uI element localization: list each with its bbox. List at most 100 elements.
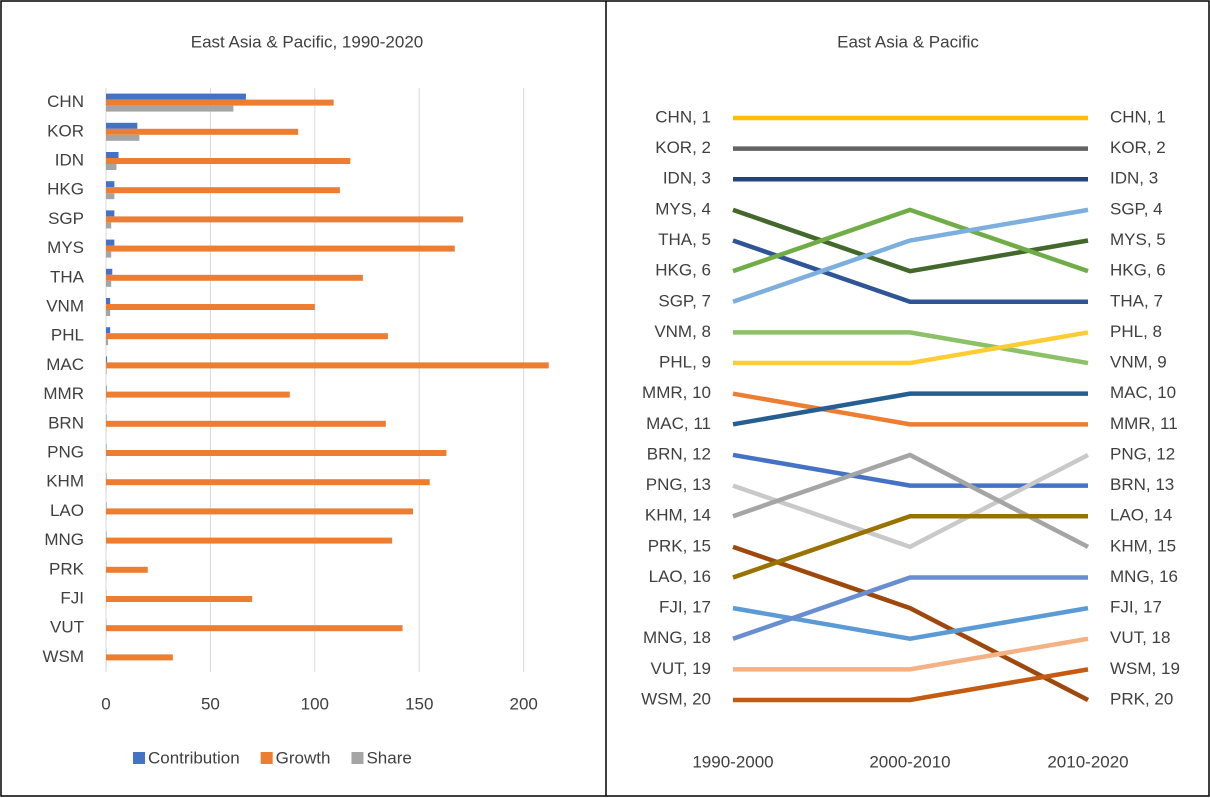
rank-label: MNG, 16: [1110, 567, 1178, 586]
bar: [106, 122, 138, 129]
legend-label: Contribution: [148, 748, 240, 767]
rank-label: VNM, 9: [1110, 353, 1167, 372]
rank-label: KHM, 14: [645, 506, 711, 525]
y-tick-label: HKG: [47, 180, 84, 199]
bar: [106, 596, 253, 602]
bar: [106, 356, 108, 363]
bar: [106, 164, 117, 170]
y-tick-label: VUT: [50, 618, 84, 637]
rank-line: [732, 575, 1088, 641]
rank-line: [732, 207, 1089, 274]
rank-label: VNM, 8: [654, 322, 711, 341]
legend-swatch: [351, 752, 364, 764]
x-tick-label: 2010-2020: [1047, 752, 1128, 771]
rank-label: PNG, 13: [646, 475, 711, 494]
bar: [106, 193, 115, 200]
rank-label: PHL, 8: [1110, 322, 1162, 341]
rank-label: FJI, 17: [1110, 598, 1162, 617]
y-tick-label: IDN: [55, 150, 84, 169]
bar: [106, 239, 115, 246]
bar: [106, 362, 549, 369]
bar: [106, 479, 430, 486]
bar: [106, 245, 455, 252]
bar: [106, 128, 299, 135]
rank-label: PRK, 20: [1110, 689, 1173, 708]
rank-line: [733, 330, 1089, 366]
rank-line: [733, 667, 1089, 703]
bar: [106, 210, 115, 217]
y-tick-label: WSM: [42, 647, 84, 666]
rank-label: PNG, 12: [1110, 444, 1175, 463]
y-tick-label: BRN: [48, 413, 84, 432]
bar: [106, 152, 119, 158]
y-tick-label: PHL: [51, 326, 84, 345]
bar: [106, 222, 112, 229]
bar: [106, 327, 111, 334]
rank-line: [732, 391, 1088, 427]
rank-label: SGP, 4: [1110, 199, 1163, 218]
legend-swatch: [260, 752, 273, 764]
bar: [106, 385, 107, 392]
bar: [106, 420, 386, 427]
x-tick-label: 150: [405, 694, 433, 713]
rank-label: IDN, 3: [663, 169, 711, 188]
x-tick-label: 50: [201, 694, 220, 713]
rank-label: MMR, 11: [1110, 414, 1178, 433]
bar: [106, 251, 112, 258]
rank-label: HKG, 6: [1110, 261, 1166, 280]
rank-label: MNG, 18: [643, 628, 711, 647]
rank-label: MYS, 5: [1110, 230, 1166, 249]
rank-line: [732, 238, 1088, 305]
bar: [106, 566, 148, 573]
rank-line: [732, 605, 1089, 642]
rank-label: PRK, 15: [648, 536, 711, 555]
bar: [106, 158, 351, 164]
rank-label: THA, 5: [658, 230, 711, 249]
rank-label: MAC, 10: [1110, 383, 1176, 402]
y-tick-label: PRK: [49, 559, 85, 578]
legend-swatch: [133, 752, 145, 764]
x-tick-label: 2000-2010: [869, 752, 950, 771]
bar: [106, 187, 340, 194]
bar: [106, 368, 107, 375]
y-tick-label: MYS: [47, 238, 84, 257]
bar: [106, 537, 393, 544]
bar: [106, 391, 290, 398]
rank-label: PHL, 9: [659, 353, 711, 372]
x-tick-label: 200: [509, 694, 537, 713]
legend-label: Growth: [276, 748, 331, 767]
rank-line: [732, 544, 1090, 702]
rank-label: MAC, 11: [646, 414, 711, 433]
y-tick-label: VNM: [46, 296, 84, 315]
rank-label: KOR, 2: [655, 138, 711, 157]
bar: [106, 280, 112, 287]
y-tick-label: KOR: [47, 121, 84, 140]
bar: [106, 268, 113, 275]
rank-line: [732, 513, 1088, 580]
bar: [106, 274, 363, 281]
bar: [106, 339, 109, 346]
rank-label: FJI, 17: [659, 598, 711, 617]
rank-label: SGP, 7: [658, 291, 711, 310]
rank-label: LAO, 14: [1110, 506, 1172, 525]
bar: [106, 508, 413, 515]
legend-label: Share: [366, 748, 411, 767]
rank-line: [732, 452, 1090, 549]
rank-label: BRN, 13: [1110, 475, 1174, 494]
y-tick-label: LAO: [50, 501, 84, 520]
rank-label: BRN, 12: [647, 444, 711, 463]
y-tick-label: MMR: [43, 384, 84, 403]
bar: [106, 216, 464, 223]
y-tick-label: THA: [50, 267, 85, 286]
y-tick-label: PNG: [47, 442, 84, 461]
rank-line: [732, 207, 1089, 304]
rank-label: MMR, 10: [642, 383, 711, 402]
rank-label: VUT, 18: [1110, 628, 1170, 647]
rank-label: VUT, 19: [651, 659, 711, 678]
bar: [106, 625, 403, 632]
bar: [106, 181, 115, 188]
bar: [106, 654, 173, 661]
y-tick-label: CHN: [47, 92, 84, 111]
